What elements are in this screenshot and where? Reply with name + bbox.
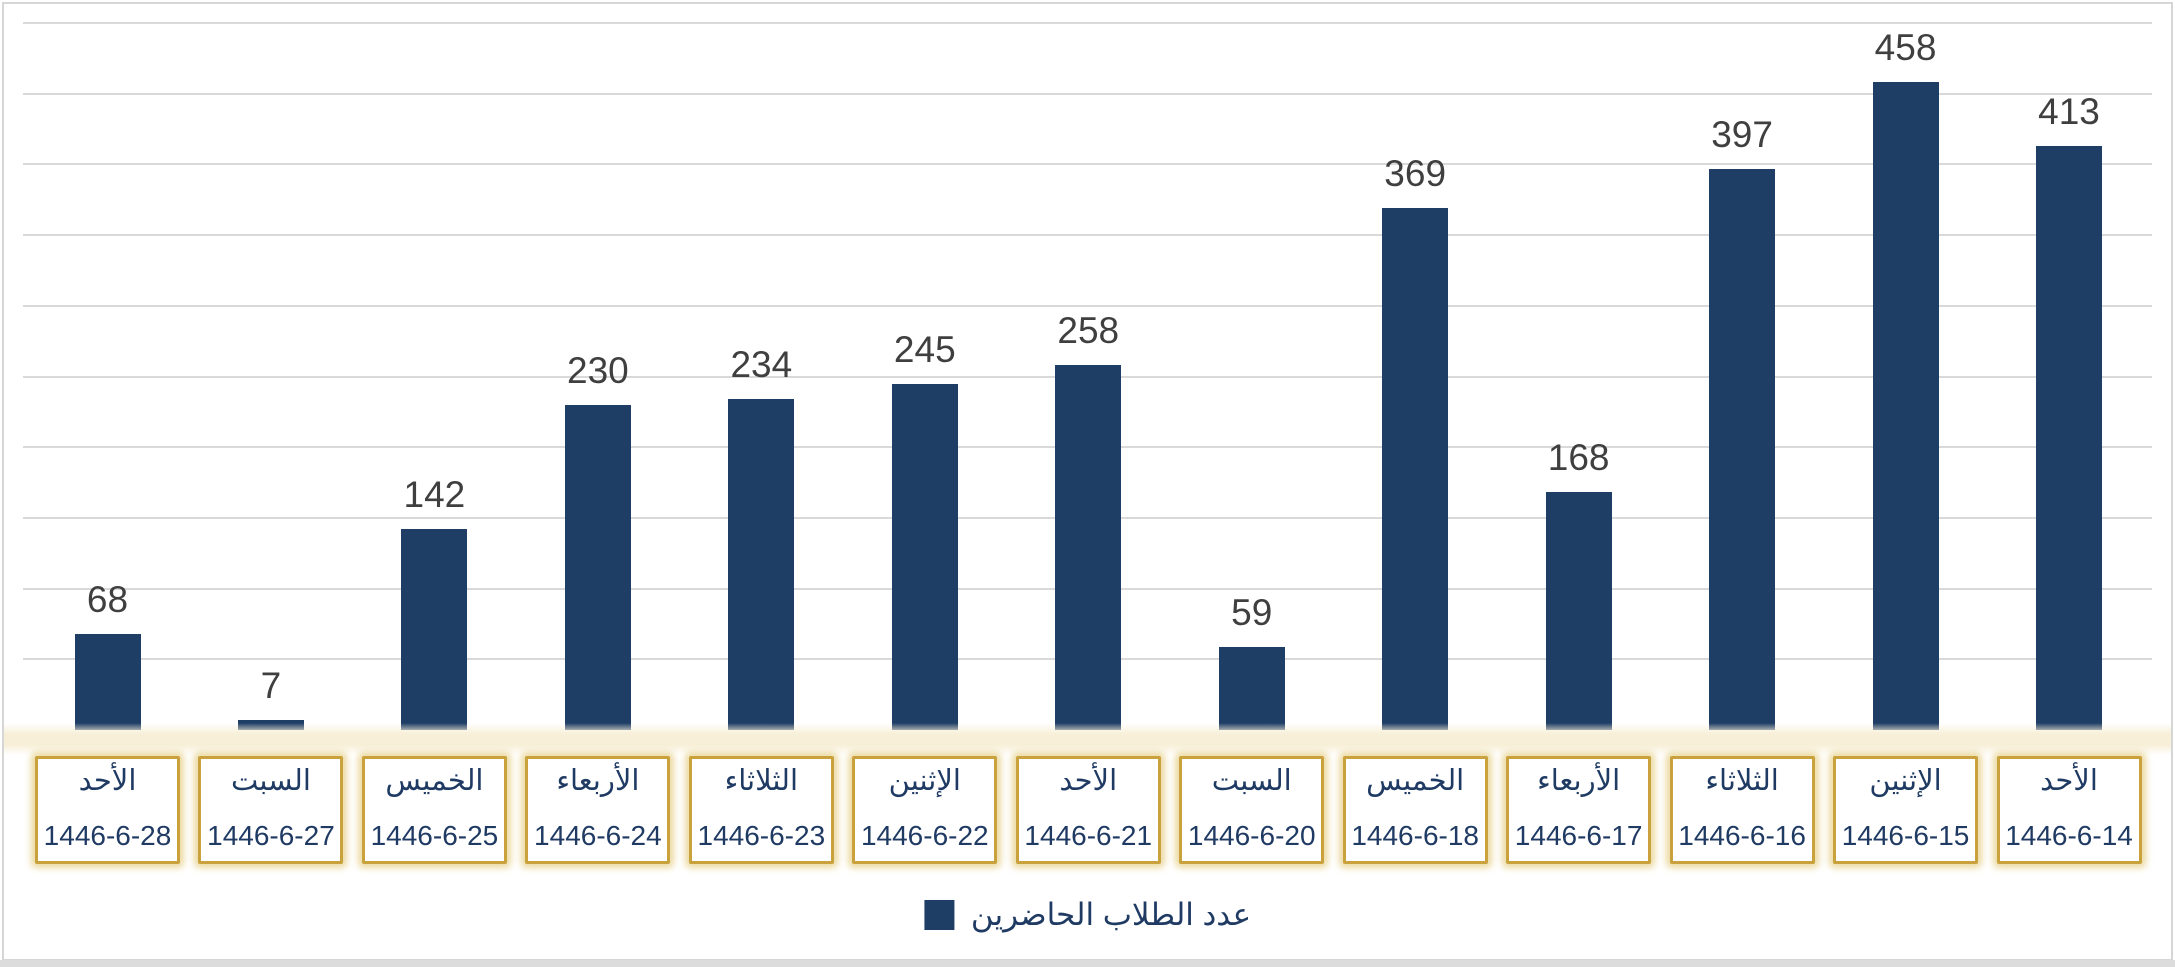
x-label-day: السبت [1211,765,1292,797]
gridline [23,304,2152,307]
x-label-day: الخميس [1366,765,1465,797]
x-label-box: الأحد 1446-6-28 [35,756,180,864]
bar-value-label: 245 [893,328,956,370]
bar-value-label: 142 [403,474,466,516]
x-label-date: 1446-6-14 [2005,820,2133,852]
bar-value-label: 59 [1231,591,1273,633]
x-label-date: 1446-6-27 [207,820,335,852]
x-label-box: الخميس 1446-6-25 [361,756,507,864]
x-label-day: الثلاثاء [724,765,799,797]
bar-value-label: 68 [86,578,129,620]
bar[interactable] [1545,492,1612,730]
x-label-box: السبت 1446-6-20 [1179,756,1325,864]
gridline [23,22,2152,24]
bar[interactable] [1055,365,1122,730]
x-label-box: السبت 1446-6-27 [198,756,344,864]
bar[interactable] [1382,208,1449,730]
x-axis-band [4,723,2171,755]
bar-value-label: 168 [1547,437,1610,479]
bar[interactable] [1709,168,1776,730]
x-label-date: 1446-6-20 [1187,820,1316,852]
bar-value-label: 7 [260,665,282,707]
x-label-date: 1446-6-24 [534,820,662,852]
gridline [23,163,2152,166]
bar[interactable] [401,529,468,730]
x-label-date: 1446-6-28 [43,820,172,852]
x-label-box: الإثنين 1446-6-15 [1833,756,1979,864]
x-label-box: الأحد 1446-6-14 [1996,756,2142,864]
bar[interactable] [728,399,795,730]
bar-value-label: 230 [567,349,629,391]
bar[interactable] [1872,82,1939,730]
bar-value-label: 258 [1057,310,1120,352]
bar-value-label: 413 [2038,91,2100,133]
bar[interactable] [1218,646,1285,730]
x-label-day: الأحد [78,765,137,797]
x-label-box: الأربعاء 1446-6-17 [1506,756,1652,864]
x-label-day: الأربعاء [556,765,640,797]
x-label-day: الإثنين [888,765,961,797]
x-label-date: 1446-6-18 [1351,820,1479,852]
bar[interactable] [74,633,141,730]
bar[interactable] [891,383,958,730]
x-label-date: 1446-6-17 [1514,820,1643,852]
x-label-box: الخميس 1446-6-18 [1342,756,1488,864]
bar-value-label: 234 [730,344,793,386]
x-label-box: الأربعاء 1446-6-24 [525,756,671,864]
gridline [23,92,2152,95]
bar-value-label: 369 [1384,153,1447,195]
x-label-day: الأحد [2040,765,2098,797]
bar[interactable] [564,404,631,730]
bar[interactable] [2036,146,2103,730]
legend-swatch [923,900,954,930]
x-label-box: الثلاثاء 1446-6-23 [688,756,834,864]
x-label-date: 1446-6-21 [1024,820,1153,852]
x-label-date: 1446-6-22 [860,820,989,852]
bar-value-label: 458 [1874,27,1937,69]
x-label-day: الأربعاء [1537,765,1621,797]
legend-item[interactable]: عدد الطلاب الحاضرين [923,897,1252,933]
x-label-day: السبت [230,765,311,797]
x-label-date: 1446-6-25 [370,820,499,852]
x-label-box: الإثنين 1446-6-22 [852,756,998,864]
bar-value-label: 397 [1711,113,1773,155]
x-label-day: الثلاثاء [1705,765,1779,797]
x-label-date: 1446-6-16 [1678,820,1806,852]
legend-label: عدد الطلاب الحاضرين [970,897,1252,932]
x-label-day: الإثنين [1869,765,1942,797]
gridline [23,234,2152,237]
scrollbar-strip[interactable] [0,960,2175,967]
x-label-date: 1446-6-15 [1841,820,1970,852]
x-label-box: الأحد 1446-6-21 [1015,756,1161,864]
x-label-box: الثلاثاء 1446-6-16 [1669,756,1815,864]
x-label-date: 1446-6-23 [697,820,826,852]
x-label-day: الخميس [385,765,484,797]
x-label-day: الأحد [1059,765,1118,797]
